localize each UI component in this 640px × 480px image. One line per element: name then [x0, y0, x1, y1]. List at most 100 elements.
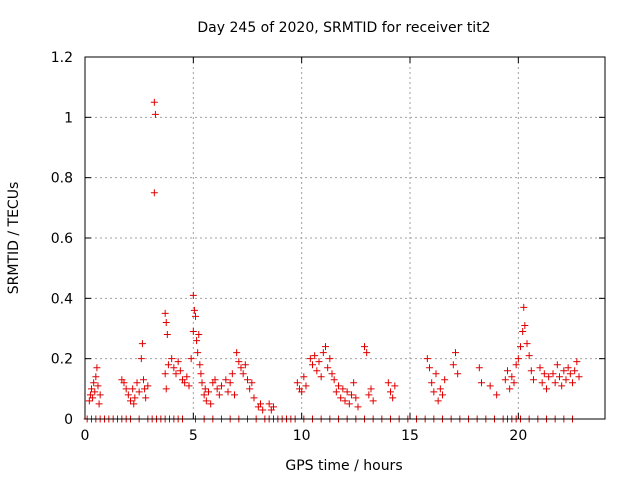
data-point: [127, 397, 134, 405]
data-point: [354, 403, 362, 411]
data-point: [560, 367, 568, 375]
y-tick-label: 0.6: [51, 231, 73, 247]
data-point: [384, 379, 392, 387]
chart-title: Day 245 of 2020, SRMTID for receiver tit…: [197, 20, 490, 36]
data-point: [205, 388, 212, 396]
data-point: [454, 370, 462, 378]
data-point: [222, 376, 230, 384]
data-point: [391, 382, 399, 390]
data-point: [200, 391, 208, 399]
data-point: [161, 309, 169, 317]
data-point: [519, 328, 527, 336]
data-point: [198, 379, 206, 387]
y-tick-label: 1: [64, 110, 73, 126]
data-point: [449, 361, 457, 369]
data-point: [332, 388, 340, 396]
data-point: [341, 397, 349, 405]
data-point: [133, 379, 141, 387]
data-point: [237, 364, 245, 372]
data-point: [428, 379, 436, 387]
data-point: [259, 406, 267, 414]
data-point: [201, 385, 209, 393]
data-point: [501, 376, 509, 384]
data-point: [144, 382, 152, 390]
data-point: [298, 388, 306, 396]
data-point: [141, 385, 149, 393]
data-points: [83, 98, 583, 423]
data-point: [218, 382, 225, 390]
data-point: [520, 303, 528, 311]
data-point: [309, 361, 316, 369]
y-axis-label: SRMTID / TECUs: [6, 182, 22, 295]
data-point: [96, 391, 104, 399]
data-point: [551, 379, 559, 387]
data-point: [250, 394, 258, 402]
data-point: [244, 376, 251, 384]
data-point: [202, 397, 210, 405]
data-point: [151, 110, 159, 118]
data-point: [543, 385, 550, 393]
data-point: [88, 385, 95, 393]
data-point: [311, 352, 319, 360]
data-point: [558, 382, 566, 390]
data-point: [90, 379, 98, 387]
data-point: [365, 391, 373, 399]
data-point: [140, 376, 147, 384]
y-tick-label: 1.2: [51, 50, 73, 66]
data-point: [430, 388, 438, 396]
data-point: [493, 391, 501, 399]
data-point: [504, 367, 511, 375]
data-point: [328, 370, 336, 378]
data-point: [478, 379, 485, 387]
data-point: [549, 370, 557, 378]
data-point: [162, 318, 170, 326]
data-point: [195, 331, 203, 339]
data-point: [345, 400, 353, 408]
x-axis-ticks: 0 5 10 15 20: [81, 57, 527, 444]
data-point: [324, 364, 332, 372]
data-point: [187, 355, 195, 363]
data-point: [193, 337, 201, 345]
data-point: [215, 391, 223, 399]
data-point: [434, 397, 442, 405]
grid-lines: [85, 57, 605, 419]
data-point: [213, 385, 221, 393]
data-point: [189, 328, 197, 336]
data-point: [189, 291, 197, 299]
y-tick-label: 0.4: [51, 291, 73, 307]
data-point: [486, 382, 494, 390]
data-point: [239, 370, 247, 378]
data-point: [525, 352, 533, 360]
data-point: [120, 379, 128, 387]
data-point: [94, 382, 102, 390]
data-point: [138, 340, 146, 348]
data-point: [553, 361, 561, 369]
data-point: [92, 373, 100, 381]
data-point: [432, 370, 440, 378]
x-tick-label: 0: [81, 428, 90, 444]
data-point: [142, 394, 150, 402]
data-point: [573, 358, 581, 366]
data-point: [475, 364, 483, 372]
data-point: [330, 376, 338, 384]
data-point: [124, 391, 132, 399]
data-point: [317, 373, 325, 381]
data-point: [197, 370, 205, 378]
data-point: [313, 367, 321, 375]
data-point: [207, 400, 215, 408]
data-point: [367, 385, 375, 393]
data-point: [426, 364, 433, 372]
data-point: [170, 364, 178, 372]
x-tick-label: 10: [293, 428, 311, 444]
data-point: [436, 385, 444, 393]
data-point: [536, 364, 544, 372]
data-point: [172, 370, 180, 378]
data-point: [322, 343, 329, 351]
data-point: [326, 355, 334, 363]
data-point: [315, 358, 323, 366]
data-point: [91, 388, 99, 396]
data-point: [562, 376, 570, 384]
data-point: [337, 394, 345, 402]
data-point: [130, 400, 138, 408]
